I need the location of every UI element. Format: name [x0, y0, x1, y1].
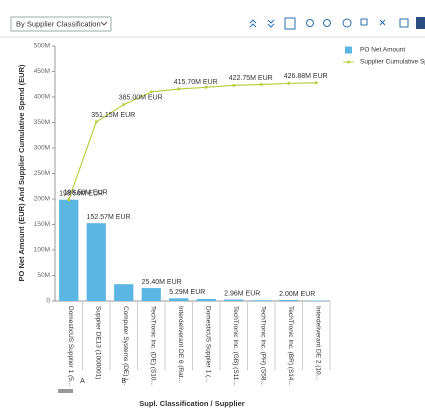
bar-label: 2.96M EUR — [224, 290, 260, 297]
legend-label: PO Net Amount — [360, 47, 405, 54]
line-point — [177, 87, 181, 91]
group-label: B — [121, 378, 126, 385]
bar — [169, 298, 189, 301]
bar — [59, 199, 79, 301]
line-point — [94, 120, 98, 124]
group-label: A — [80, 378, 85, 385]
dropdown-arrow — [100, 21, 108, 26]
bar-label: 152.57M EUR — [87, 214, 131, 221]
x-tick-label: TechTronic Inc. (DE) (S10... — [150, 306, 157, 386]
bar-label: 2.00M EUR — [279, 291, 315, 298]
toolbar-icons[interactable] — [249, 17, 409, 30]
y-tick-label: 100M — [34, 247, 50, 254]
bar — [306, 300, 326, 301]
y-tick-label: 150M — [34, 221, 50, 228]
icon-settings[interactable] — [342, 18, 352, 28]
x-tick-label: TechTronic Inc. (GB) (S11... — [232, 306, 239, 386]
bar — [279, 299, 299, 301]
x-tick-label: TechTronic Inc. (BR) (S14... — [287, 306, 294, 386]
line-point — [232, 83, 236, 87]
line-point — [259, 83, 263, 87]
line-label: 426.88M EUR — [284, 73, 328, 80]
x-tick-label: Computer Systems (DE) I... — [122, 306, 129, 386]
line-label: 422.75M EUR — [229, 75, 273, 82]
x-tick-label: DomesticUS Supplier 1 (... — [205, 306, 212, 383]
x-tick-label: TechTronic Inc. (PH) (S58... — [260, 306, 267, 386]
bar — [86, 223, 106, 301]
y-tick-label: 50M — [37, 272, 50, 279]
dropdown-text: By Supplier Classification — [16, 19, 101, 28]
y-tick-label: 400M — [34, 94, 50, 101]
y-tick-label: 500M — [34, 43, 50, 50]
line-point — [122, 103, 126, 107]
scrollbar[interactable] — [58, 389, 73, 393]
legend-label: Supplier Cumulative Spend — [360, 59, 425, 66]
y-tick-label: 200M — [34, 196, 50, 203]
icon-rank[interactable] — [360, 18, 368, 26]
bar-label: 25.40M EUR — [142, 279, 182, 286]
icon-active[interactable] — [416, 17, 425, 29]
line-point — [314, 81, 318, 85]
icon-up[interactable] — [249, 19, 257, 28]
icon-fullscreen[interactable] — [379, 19, 386, 26]
cumulative-line — [68, 82, 317, 200]
legend-swatch — [345, 46, 352, 54]
line-point — [149, 90, 153, 94]
legend-marker — [347, 60, 350, 64]
line-label: 198.58M EUR — [64, 190, 108, 197]
icon-view[interactable] — [284, 17, 296, 30]
line-point — [204, 85, 208, 89]
y-axis-title: PO Net Amount (EUR) And Supplier Cumulat… — [17, 64, 26, 281]
line-label: 385.00M EUR — [119, 94, 163, 101]
line-point — [67, 198, 71, 202]
icon-zoom-out[interactable] — [323, 19, 331, 27]
dropdown-box[interactable] — [10, 16, 112, 32]
line-label: 415.70M EUR — [174, 79, 218, 86]
icon-download[interactable] — [399, 18, 409, 28]
x-tick-label: DomesticUS Supplier 1 (5... — [67, 306, 74, 386]
x-axis-title: Supl. Classification / Supplier — [139, 399, 245, 408]
y-tick-label: 450M — [34, 68, 50, 75]
x-tick-label: Interdeliverant DE 6 (Rat... — [177, 306, 184, 383]
bar — [196, 298, 216, 301]
bar-label: 5.29M EUR — [169, 289, 205, 296]
y-tick-label: 350M — [34, 119, 50, 126]
line-point — [287, 81, 291, 85]
x-tick-label: Supplier DE13 (1000001) — [95, 306, 102, 379]
y-tick-label: 250M — [34, 170, 50, 177]
y-tick-label: 0 — [46, 298, 50, 305]
line-label: 351.15M EUR — [91, 112, 135, 119]
dropdown[interactable]: By Supplier Classification — [10, 16, 112, 32]
x-tick-label: Interdeliverant DE 2 (10... — [315, 306, 322, 380]
bar — [114, 284, 134, 301]
bar — [141, 288, 161, 301]
bar — [251, 300, 271, 301]
bar-label: 198.56M EUR — [59, 191, 103, 198]
y-tick-label: 300M — [34, 145, 50, 152]
bar — [224, 299, 244, 301]
icon-down[interactable] — [267, 19, 275, 28]
icon-zoom-in[interactable] — [306, 19, 314, 27]
